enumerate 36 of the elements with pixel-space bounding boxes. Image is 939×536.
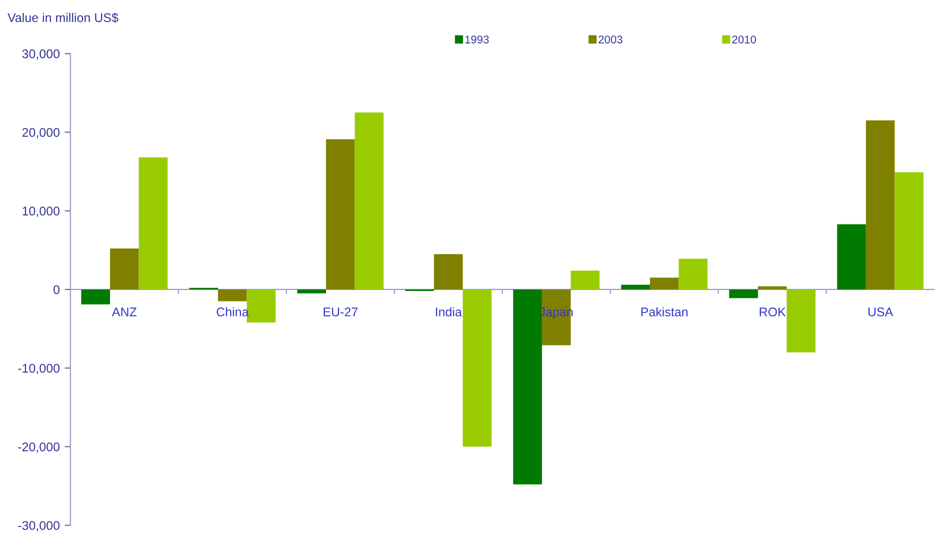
legend-label: 1993 (465, 36, 489, 44)
bar (621, 284, 650, 290)
bar (786, 289, 816, 352)
bar (894, 172, 924, 290)
bar (462, 289, 492, 447)
bar (434, 254, 463, 290)
bar (138, 157, 168, 290)
y-tick-label: 20,000 (22, 128, 60, 138)
y-tick-label: 0 (54, 285, 60, 294)
bar (678, 258, 708, 290)
bar (354, 112, 384, 290)
bar (297, 289, 326, 294)
x-tick-label: ANZ (112, 308, 137, 316)
y-tick-label: 30,000 (22, 49, 60, 60)
x-tick-label: ROK (760, 308, 786, 316)
bar (81, 289, 110, 304)
y-tick-label: -10,000 (18, 364, 60, 374)
x-tick-label: EU-27 (324, 308, 358, 316)
bar (729, 289, 758, 298)
bar (110, 248, 139, 290)
bar (570, 270, 600, 290)
legend-label: 2010 (732, 36, 756, 44)
y-axis-title: Value in million US$ (8, 12, 118, 23)
y-tick-label: -20,000 (18, 442, 60, 453)
bar (650, 278, 679, 290)
bar (218, 289, 247, 302)
bar (758, 286, 787, 290)
bar (837, 224, 866, 290)
bar (866, 120, 895, 290)
x-tick-label: Pakistan (641, 307, 688, 316)
x-tick-label: India (436, 307, 462, 316)
x-tick-label: USA (868, 308, 894, 316)
y-tick-label: 10,000 (22, 206, 60, 217)
y-tick-label: -30,000 (18, 521, 60, 532)
bar (326, 139, 355, 290)
legend-label: 2003 (598, 36, 622, 44)
